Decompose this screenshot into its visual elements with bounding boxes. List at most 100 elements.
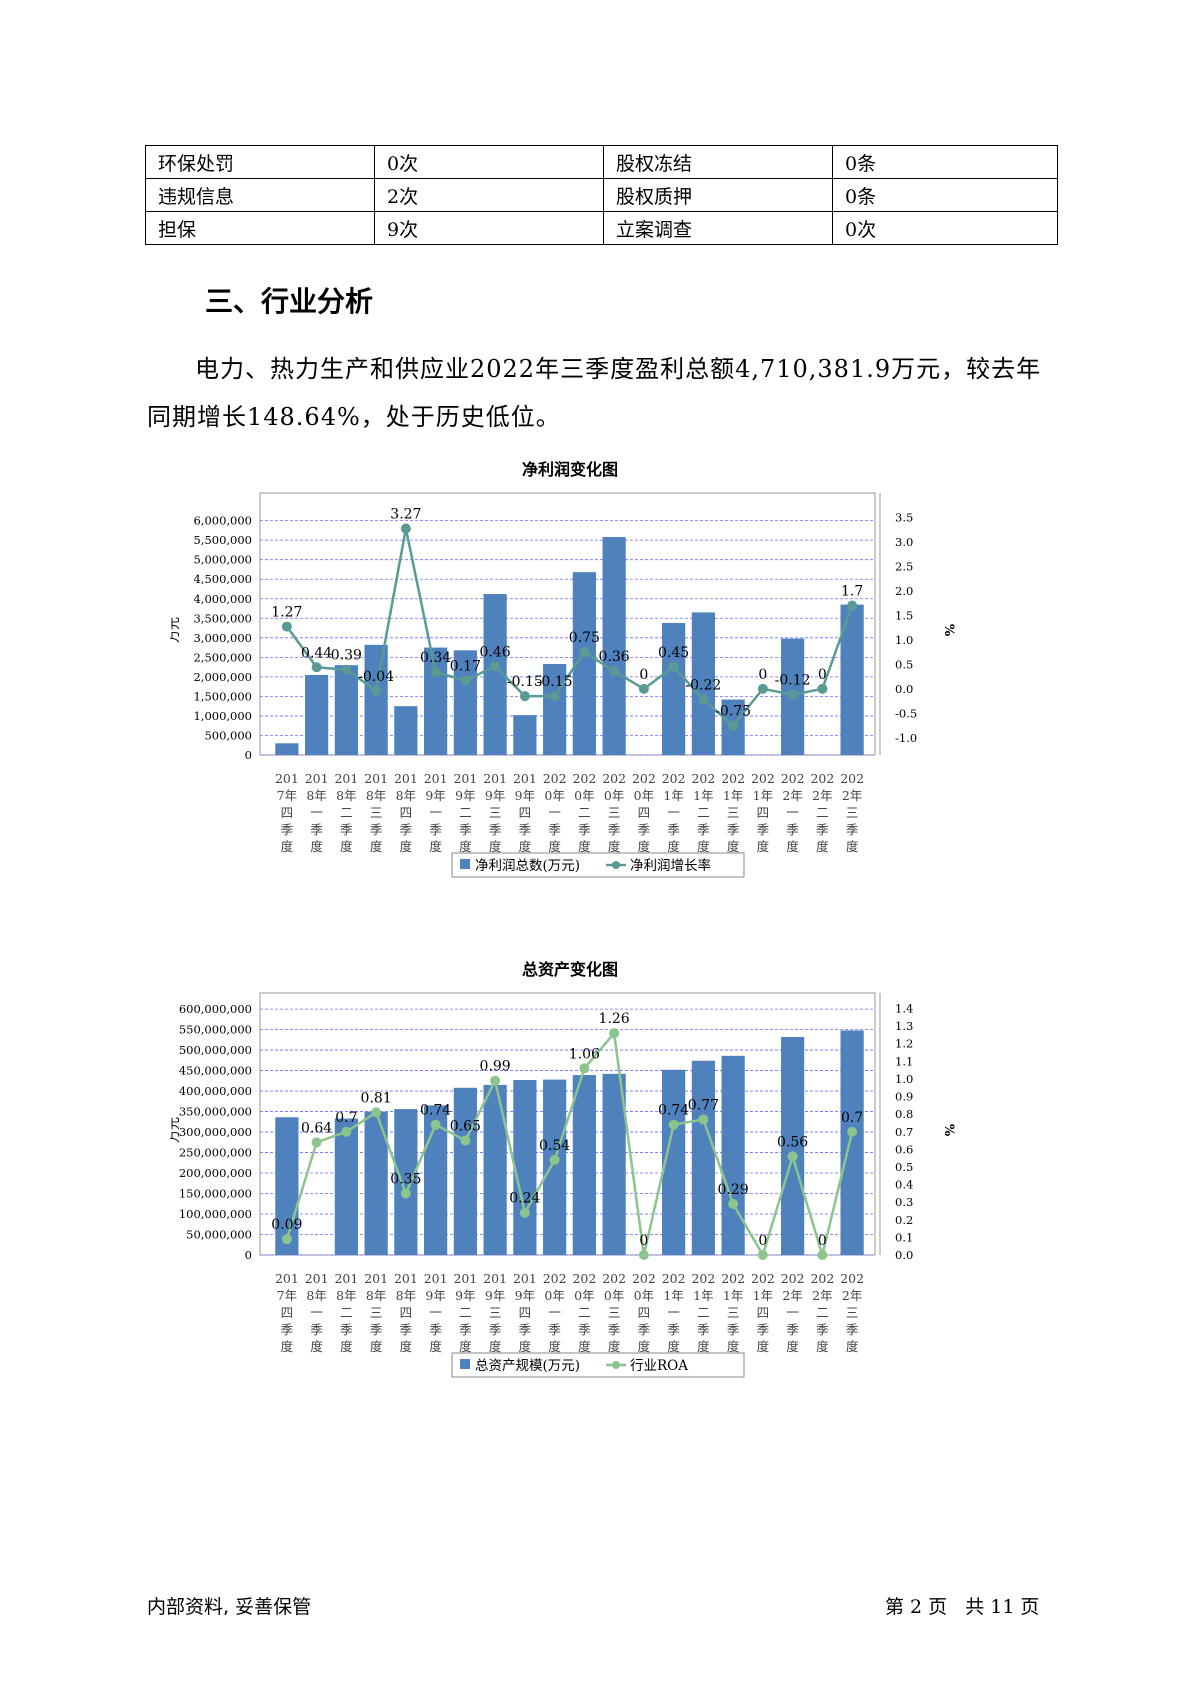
x-tick-label: 202	[572, 1271, 596, 1286]
data-label: -0.15	[507, 674, 543, 690]
table-cell: 担保	[145, 211, 375, 245]
y2-axis-label: %	[941, 624, 956, 637]
y-tick-label: 1,500,000	[193, 689, 252, 703]
line-point	[490, 661, 501, 672]
data-label: 1.26	[599, 1011, 630, 1027]
table-row: 违规信息 2次 股权质押 0条	[145, 178, 1058, 212]
legend: 净利润总数(万元) 净利润增长率	[451, 852, 745, 878]
y2-tick-label: 3.0	[895, 535, 913, 549]
x-tick-label: 201	[334, 771, 358, 786]
line-point	[341, 1126, 352, 1137]
y-tick-label: 4,500,000	[193, 572, 252, 586]
x-tick-label: 度	[489, 839, 502, 854]
y-tick-label: 500,000	[204, 728, 252, 742]
x-tick-label: 季	[459, 822, 472, 837]
line-point	[668, 1119, 679, 1130]
y2-tick-label: 0.9	[895, 1090, 913, 1104]
y2-tick-label: 0.6	[895, 1142, 913, 1156]
y2-tick-label: 0.0	[895, 1248, 913, 1262]
bar	[691, 612, 715, 755]
x-tick-label: 季	[697, 1322, 710, 1337]
x-tick-label: 季	[548, 822, 561, 837]
x-tick-label: 1年	[723, 788, 743, 803]
line-point	[609, 1028, 620, 1039]
legend-bar-swatch	[460, 1359, 470, 1369]
data-label: 0.56	[777, 1134, 808, 1150]
x-tick-label: 度	[519, 839, 532, 854]
data-label: 0	[639, 1233, 648, 1249]
data-label: 0.77	[688, 1097, 719, 1113]
chart-title: 总资产变化图	[522, 960, 618, 979]
x-tick-label: 度	[727, 839, 740, 854]
x-tick-label: 四	[757, 805, 770, 820]
x-tick-label: 0年	[574, 1288, 594, 1303]
x-tick-label: 度	[400, 1339, 413, 1354]
bar	[305, 674, 329, 755]
line-point	[549, 691, 560, 702]
line-point	[460, 1135, 471, 1146]
x-tick-label: 2年	[812, 1288, 832, 1303]
x-tick-label: 度	[608, 1339, 621, 1354]
y2-tick-label: 0.5	[895, 1160, 913, 1174]
x-tick-label: 202	[840, 1271, 864, 1286]
data-label: 0.44	[301, 645, 332, 661]
x-tick-label: 三	[489, 805, 502, 820]
x-tick-label: 度	[727, 1339, 740, 1354]
x-tick-label: 201	[513, 1271, 537, 1286]
x-tick-label: 季	[786, 1322, 799, 1337]
x-tick-label: 季	[608, 1322, 621, 1337]
line-point	[609, 666, 620, 677]
x-tick-label: 四	[638, 805, 651, 820]
y-tick-label: 3,000,000	[193, 631, 252, 645]
line-point	[281, 621, 292, 632]
x-tick-label: 度	[310, 839, 323, 854]
x-tick-label: 二	[697, 1305, 710, 1320]
x-tick-label: 季	[697, 822, 710, 837]
x-tick-label: 1年	[693, 788, 713, 803]
line-point	[847, 600, 858, 611]
data-label: 0.34	[420, 650, 451, 666]
x-tick-label: 度	[786, 1339, 799, 1354]
x-tick-label: 季	[757, 1322, 770, 1337]
x-tick-label: 202	[810, 771, 834, 786]
x-tick-label: 度	[697, 1339, 710, 1354]
table-cell: 9次	[374, 211, 604, 245]
legend-bar-swatch	[460, 859, 470, 869]
x-tick-label: 7年	[277, 788, 297, 803]
data-label: 0.65	[450, 1119, 481, 1135]
data-label: 0.54	[539, 1138, 570, 1154]
data-label: 0.36	[599, 649, 630, 665]
y2-tick-label: 2.5	[895, 559, 913, 573]
bar	[572, 572, 596, 755]
data-label: 0.64	[301, 1120, 332, 1136]
x-tick-label: 2年	[782, 1288, 802, 1303]
x-tick-label: 2年	[812, 788, 832, 803]
x-tick-label: 季	[340, 1322, 353, 1337]
x-tick-label: 0年	[634, 788, 654, 803]
x-tick-label: 三	[846, 1305, 859, 1320]
table-row: 担保 9次 立案调查 0次	[145, 211, 1058, 245]
y-tick-label: 3,500,000	[193, 611, 252, 625]
bar	[483, 1084, 507, 1255]
x-tick-label: 度	[340, 1339, 353, 1354]
line-point	[698, 1114, 709, 1125]
x-tick-label: 度	[757, 1339, 770, 1354]
x-tick-label: 季	[310, 1322, 323, 1337]
x-tick-label: 度	[281, 839, 294, 854]
x-tick-label: 202	[840, 771, 864, 786]
x-tick-label: 9年	[425, 1288, 445, 1303]
x-tick-label: 三	[846, 805, 859, 820]
x-tick-label: 度	[786, 839, 799, 854]
data-label: 0.75	[569, 630, 600, 646]
legend: 总资产规模(万元) 行业ROA	[451, 1352, 745, 1378]
y2-tick-label: 0.2	[895, 1213, 913, 1227]
x-tick-label: 二	[697, 805, 710, 820]
x-tick-label: 202	[691, 1271, 715, 1286]
x-tick-label: 季	[519, 1322, 532, 1337]
legend-line-label: 行业ROA	[630, 1358, 688, 1374]
x-tick-label: 二	[340, 805, 353, 820]
data-label: 0.45	[658, 645, 689, 661]
x-tick-label: 度	[846, 839, 859, 854]
x-tick-label: 一	[310, 805, 323, 820]
x-tick-label: 四	[281, 805, 294, 820]
